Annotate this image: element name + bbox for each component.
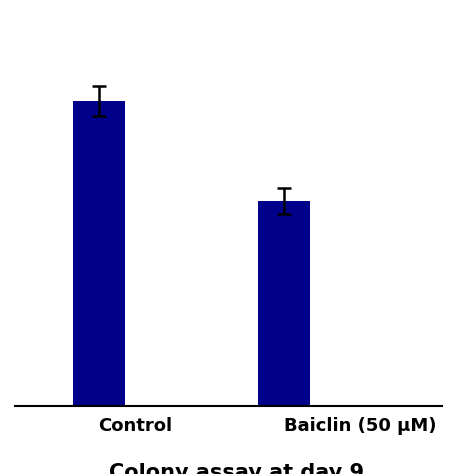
Bar xyxy=(258,201,310,406)
Bar xyxy=(73,100,125,406)
Text: Colony assay at day 9: Colony assay at day 9 xyxy=(109,464,365,474)
